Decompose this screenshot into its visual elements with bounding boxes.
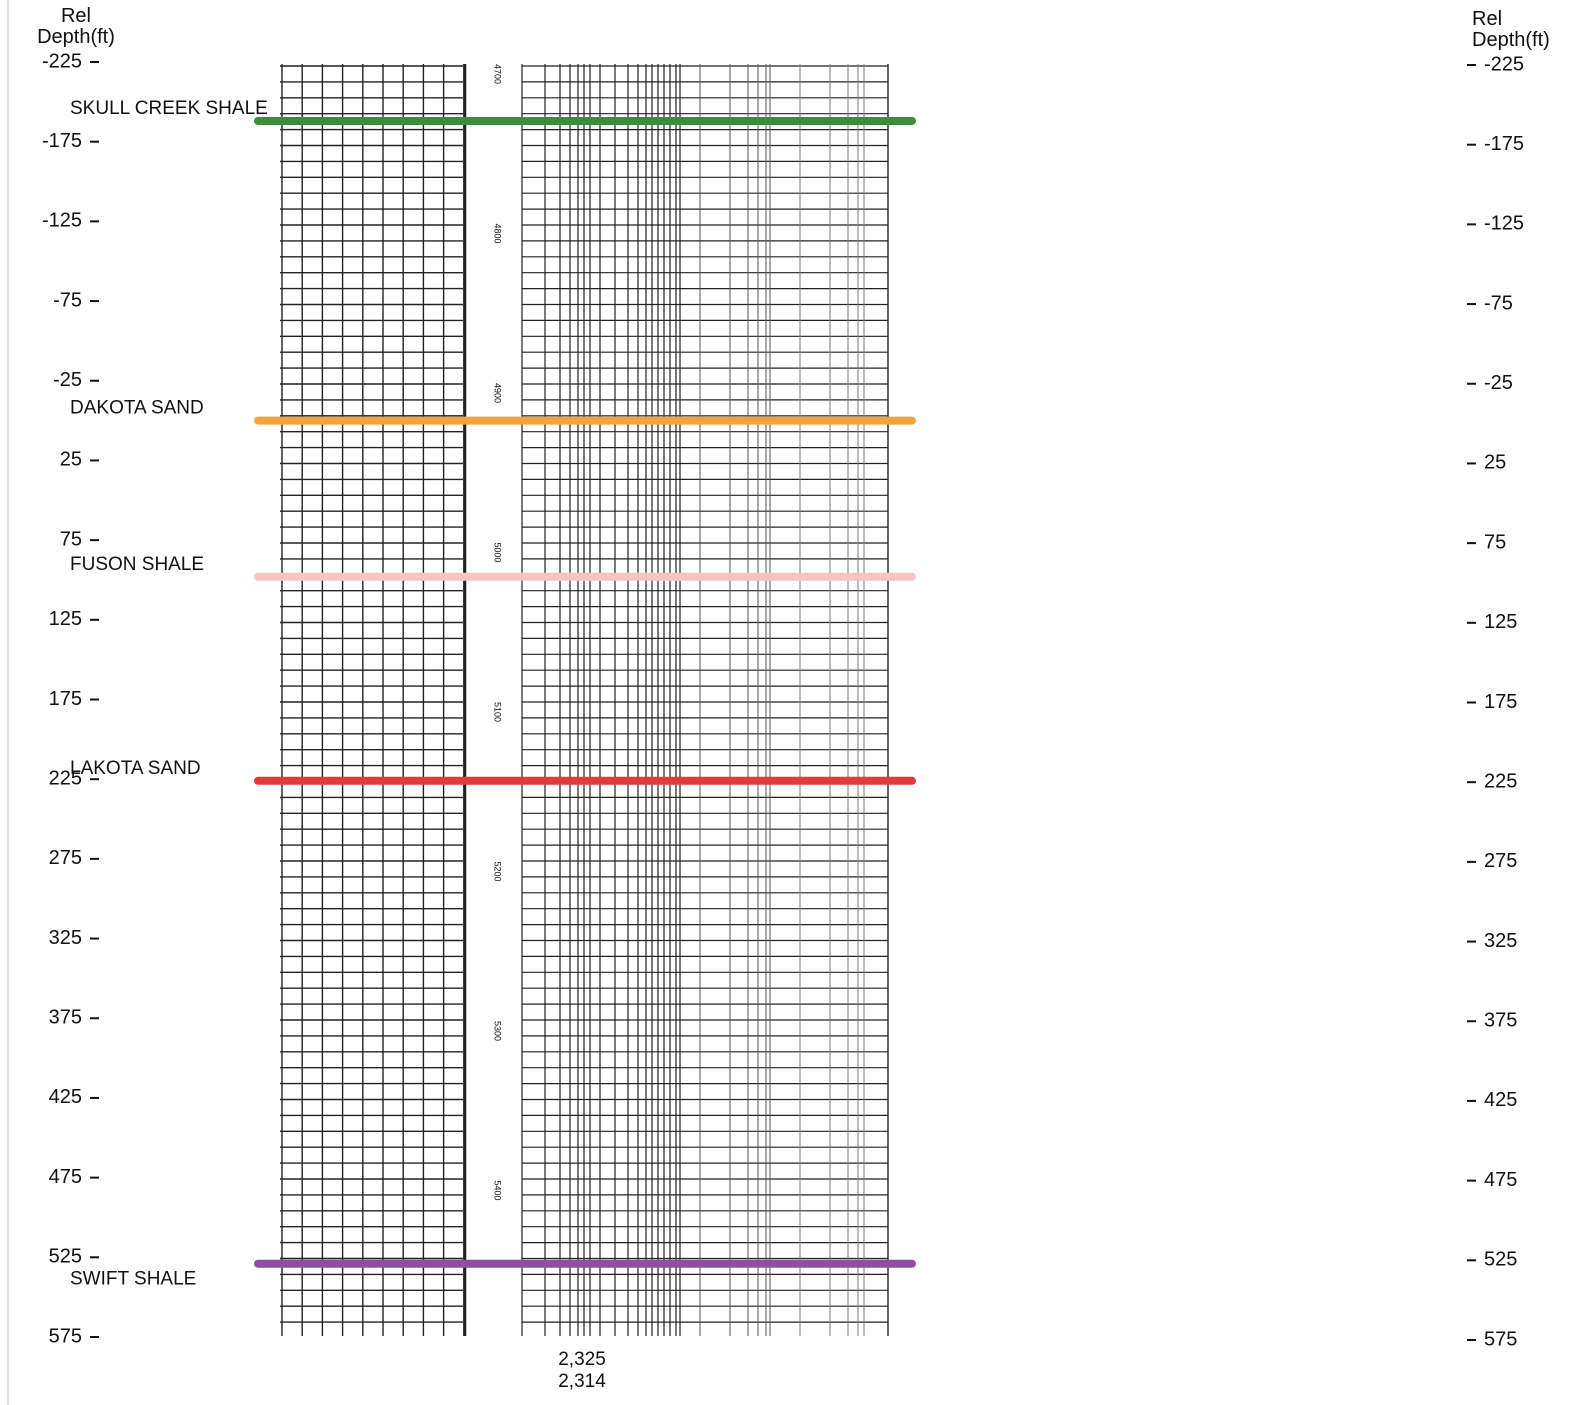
y2-tick-label: 475 <box>1484 1169 1517 1191</box>
y-tick-label: 475 <box>49 1166 82 1188</box>
log-depth-label: 5100 <box>493 702 503 722</box>
y2-tick-label: 325 <box>1484 930 1517 952</box>
y-tick-label: 325 <box>49 927 82 949</box>
log-depth-label: 4900 <box>493 383 503 403</box>
y2-tick-label: -175 <box>1484 133 1524 155</box>
log-depth-label: 5400 <box>493 1180 503 1200</box>
y-tick-label: 225 <box>49 767 82 789</box>
y-tick-label: 375 <box>49 1007 82 1029</box>
y2-tick-label: 375 <box>1484 1010 1517 1032</box>
y-tick-label: 425 <box>49 1086 82 1108</box>
log-depth-label: 5300 <box>493 1021 503 1041</box>
y2-tick-label: 275 <box>1484 850 1517 872</box>
y2-tick-label: -125 <box>1484 213 1524 235</box>
log-depth-label: 5000 <box>493 542 503 562</box>
y2-tick-label: 75 <box>1484 531 1506 553</box>
y-tick-label: 525 <box>49 1246 82 1268</box>
y-tick-label: 25 <box>60 449 82 471</box>
y2-tick-label: 175 <box>1484 691 1517 713</box>
log-depth-label: 4800 <box>493 223 503 243</box>
y2-tick-label: 25 <box>1484 452 1506 474</box>
bottom-label: 2,325 <box>558 1349 606 1370</box>
y-tick-label: 125 <box>49 608 82 630</box>
formation-label: LAKOTA SAND <box>70 758 201 779</box>
y-tick-label: 75 <box>60 528 82 550</box>
log-depth-label: 4700 <box>493 64 503 84</box>
bottom-label: 2,314 <box>558 1371 606 1392</box>
formation-label: DAKOTA SAND <box>70 398 204 419</box>
y2-tick-label: -75 <box>1484 292 1513 314</box>
y-tick-label: -125 <box>42 210 82 232</box>
y2-tick-label: 425 <box>1484 1089 1517 1111</box>
y-tick-label: 575 <box>49 1325 82 1347</box>
y2-tick-label: 225 <box>1484 770 1517 792</box>
log-depth-label: 5200 <box>493 861 503 881</box>
y-tick-label: 275 <box>49 847 82 869</box>
y2-tick-label: 125 <box>1484 611 1517 633</box>
y2-tick-label: 575 <box>1484 1328 1517 1350</box>
y2-tick-label: 525 <box>1484 1249 1517 1271</box>
left-axis-title: Rel Depth(ft) <box>37 5 115 48</box>
formation-label: SWIFT SHALE <box>70 1269 196 1290</box>
y-tick-label: -25 <box>53 369 82 391</box>
y-tick-label: -225 <box>42 50 82 72</box>
y-tick-label: -175 <box>42 130 82 152</box>
formation-label: FUSON SHALE <box>70 554 204 575</box>
y2-tick-label: -225 <box>1484 53 1524 75</box>
right-axis-title: Rel Depth(ft) <box>1472 8 1550 51</box>
y-tick-label: -75 <box>53 289 82 311</box>
y-tick-label: 175 <box>49 688 82 710</box>
log-grid <box>280 64 889 1336</box>
formation-label: SKULL CREEK SHALE <box>70 98 268 119</box>
y2-tick-label: -25 <box>1484 372 1513 394</box>
